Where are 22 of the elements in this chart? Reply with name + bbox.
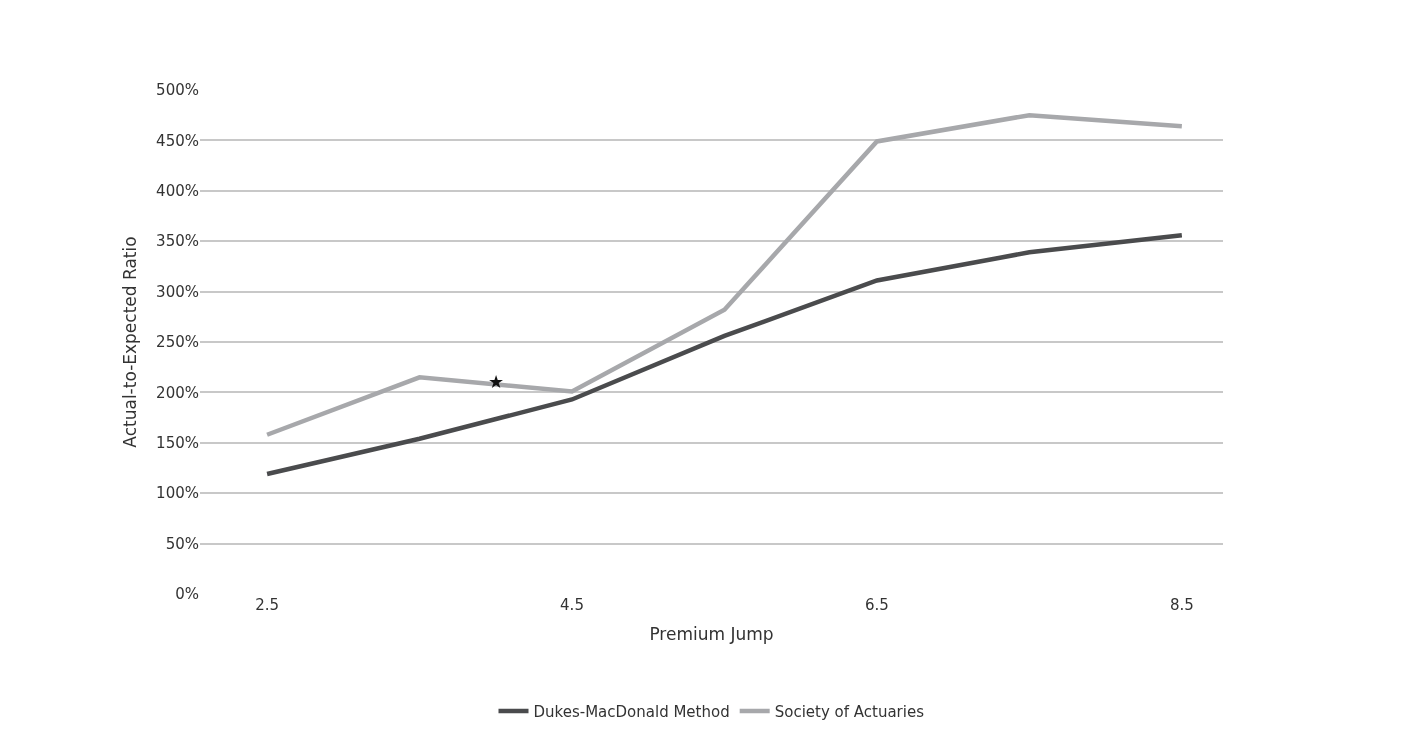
y-tick-label: 150% — [156, 434, 199, 453]
y-tick-label: 350% — [156, 232, 199, 251]
line-series — [264, 112, 1185, 437]
y-axis-title: Actual-to-Expected Ratio — [119, 236, 140, 448]
y-tick-label: 300% — [156, 282, 199, 301]
y-tick-label: 250% — [156, 333, 199, 352]
line-series — [264, 232, 1185, 477]
y-tick-label: 500% — [156, 81, 199, 100]
x-tick-label: 6.5 — [864, 596, 889, 614]
legend-label: Society of Actuaries — [774, 702, 925, 721]
y-tick-label: 100% — [156, 484, 199, 503]
x-tick-label: 8.5 — [1169, 596, 1194, 614]
annotation: ★ — [488, 371, 505, 392]
y-tick-label: 450% — [156, 131, 199, 150]
y-tick-label: 50% — [165, 534, 199, 553]
x-tick-label: 4.5 — [560, 596, 584, 614]
x-axis-title: Premium Jump — [649, 624, 774, 645]
legend-label: Dukes-MacDonald Method — [533, 702, 730, 721]
y-tick-label: 0% — [175, 585, 199, 604]
x-tick-label: 2.5 — [255, 596, 280, 614]
y-tick-label: 400% — [156, 182, 199, 201]
y-tick-label: 200% — [156, 383, 199, 402]
